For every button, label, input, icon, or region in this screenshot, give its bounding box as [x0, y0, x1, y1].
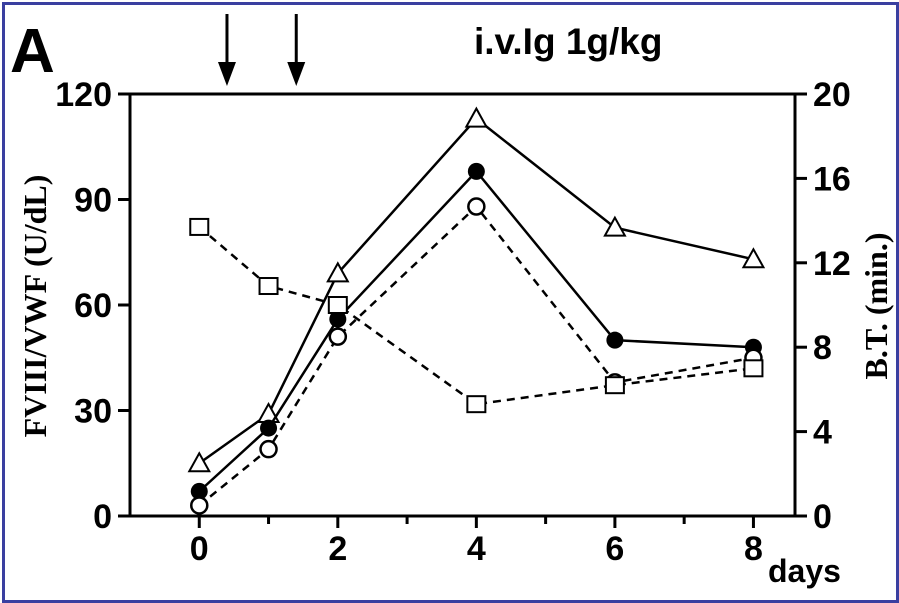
series-line-open-circle	[198, 204, 754, 507]
open-circle-marker	[328, 327, 348, 346]
x-tick-label: 8	[744, 530, 763, 568]
open-circle-marker	[467, 197, 486, 216]
y-left-tick-label: 120	[55, 76, 112, 114]
y-right-tick-label: 12	[813, 245, 851, 283]
y-right-tick-label: 20	[813, 76, 851, 114]
series-line-open-triangle	[198, 116, 754, 465]
y-right-tick-label: 16	[813, 160, 851, 198]
filled-circle-marker	[260, 419, 278, 437]
square-marker	[743, 359, 764, 378]
x-tick-label: 4	[467, 530, 486, 568]
y-axis-left-label: FVIII/VWF (U/dL)	[17, 175, 53, 438]
treatment-label: i.v.Ig 1g/kg	[474, 21, 662, 62]
square-marker	[466, 395, 487, 414]
treatment-arrows	[217, 14, 306, 86]
plot-axes	[128, 92, 797, 518]
square-marker	[258, 277, 279, 296]
x-tick-label: 6	[605, 530, 624, 568]
y-right-tick-label: 8	[813, 329, 832, 367]
square-marker	[189, 217, 210, 236]
arrow-head	[287, 62, 306, 86]
y-right-tick-label: 0	[813, 498, 832, 536]
y-axis-right-label: B.T. (min.)	[858, 233, 894, 380]
triangle-marker	[464, 106, 489, 128]
y-left-tick-label: 90	[74, 182, 112, 220]
series-line-open-square	[198, 225, 754, 406]
filled-circle-marker	[329, 310, 347, 328]
y-right-tick-label: 4	[813, 414, 832, 452]
filled-circle-marker	[606, 331, 624, 349]
series-group	[187, 106, 766, 515]
triangle-marker	[741, 247, 766, 269]
triangle-marker	[603, 215, 627, 237]
square-marker	[327, 296, 348, 314]
triangle-marker	[326, 261, 350, 283]
open-circle-marker	[190, 496, 209, 515]
x-axis-label: days	[768, 553, 841, 589]
open-circle-marker	[259, 439, 278, 459]
filled-circle-marker	[190, 482, 208, 500]
y-left-tick-label: 30	[74, 393, 112, 431]
square-marker	[604, 376, 625, 395]
y-left-tick-label: 60	[74, 287, 112, 325]
panel-label: A	[10, 17, 55, 86]
axis-ticks: 0 30 60 90 120 0 4 8 12 16 20 0 2 4 6 8	[55, 76, 851, 568]
triangle-marker	[187, 451, 211, 473]
series-line-filled-circle	[198, 169, 754, 493]
y-left-tick-label: 0	[93, 498, 112, 536]
x-tick-label: 2	[328, 530, 347, 568]
arrow-head	[217, 62, 236, 86]
filled-circle-marker	[467, 162, 485, 180]
x-tick-label: 0	[190, 530, 209, 568]
